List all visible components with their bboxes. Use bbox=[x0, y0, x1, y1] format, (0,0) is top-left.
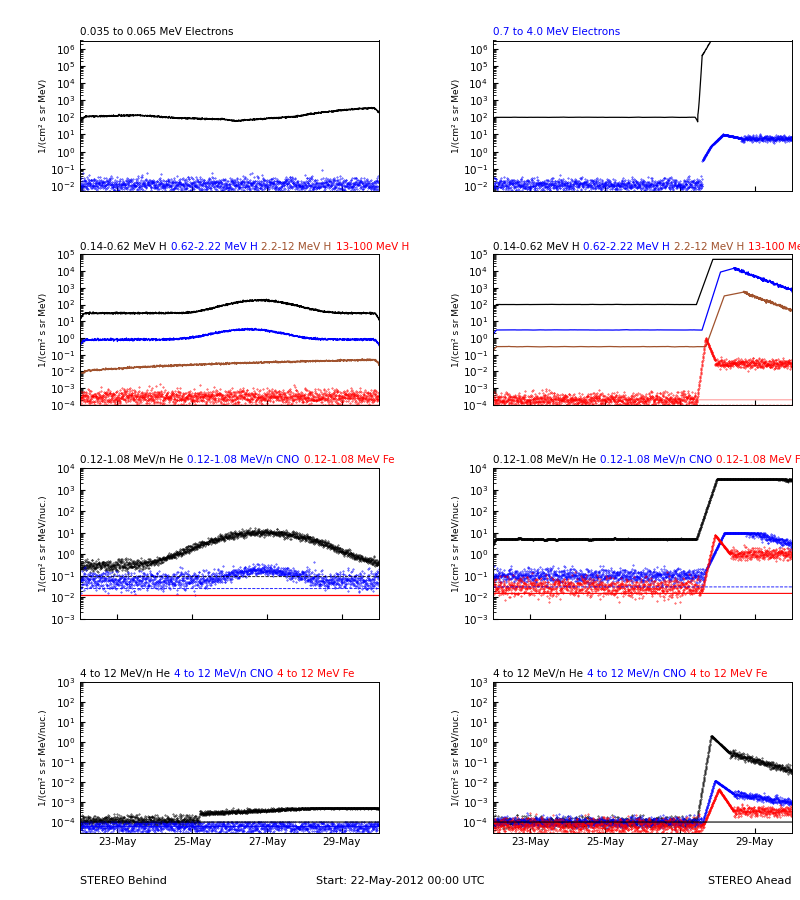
Y-axis label: 1/(cm² s sr MeV/nuc.): 1/(cm² s sr MeV/nuc.) bbox=[39, 495, 48, 591]
Text: STEREO Behind: STEREO Behind bbox=[80, 876, 167, 886]
Text: 13-100 MeV H: 13-100 MeV H bbox=[749, 241, 800, 252]
Text: 4 to 12 MeV/n He: 4 to 12 MeV/n He bbox=[493, 670, 583, 680]
Text: 0.7 to 4.0 MeV Electrons: 0.7 to 4.0 MeV Electrons bbox=[493, 27, 620, 37]
Text: 4 to 12 MeV Fe: 4 to 12 MeV Fe bbox=[690, 670, 767, 680]
Y-axis label: 1/(cm² s sr MeV): 1/(cm² s sr MeV) bbox=[39, 292, 48, 366]
Text: 0.035 to 0.065 MeV Electrons: 0.035 to 0.065 MeV Electrons bbox=[80, 27, 234, 37]
Y-axis label: 1/(cm² s sr MeV): 1/(cm² s sr MeV) bbox=[39, 78, 48, 153]
Text: 2.2-12 MeV H: 2.2-12 MeV H bbox=[674, 241, 745, 252]
Text: 2.2-12 MeV H: 2.2-12 MeV H bbox=[262, 241, 332, 252]
Text: 0.12-1.08 MeV/n He: 0.12-1.08 MeV/n He bbox=[80, 455, 183, 465]
Text: 0.62-2.22 MeV H: 0.62-2.22 MeV H bbox=[583, 241, 670, 252]
Y-axis label: 1/(cm² s sr MeV): 1/(cm² s sr MeV) bbox=[452, 292, 461, 366]
Y-axis label: 1/(cm² s sr MeV/nuc.): 1/(cm² s sr MeV/nuc.) bbox=[452, 709, 461, 806]
Text: 4 to 12 MeV/n CNO: 4 to 12 MeV/n CNO bbox=[174, 670, 274, 680]
Text: 4 to 12 MeV/n He: 4 to 12 MeV/n He bbox=[80, 670, 170, 680]
Text: 0.62-2.22 MeV H: 0.62-2.22 MeV H bbox=[170, 241, 258, 252]
Text: 13-100 MeV H: 13-100 MeV H bbox=[336, 241, 409, 252]
Text: 0.14-0.62 MeV H: 0.14-0.62 MeV H bbox=[493, 241, 579, 252]
Text: 0.14-0.62 MeV H: 0.14-0.62 MeV H bbox=[80, 241, 166, 252]
Y-axis label: 1/(cm² s sr MeV): 1/(cm² s sr MeV) bbox=[452, 78, 462, 153]
Text: 4 to 12 MeV/n CNO: 4 to 12 MeV/n CNO bbox=[587, 670, 686, 680]
Text: 0.12-1.08 MeV/n He: 0.12-1.08 MeV/n He bbox=[493, 455, 596, 465]
Text: 0.12-1.08 MeV Fe: 0.12-1.08 MeV Fe bbox=[716, 455, 800, 465]
Y-axis label: 1/(cm² s sr MeV/nuc.): 1/(cm² s sr MeV/nuc.) bbox=[39, 709, 48, 806]
Y-axis label: 1/(cm² s sr MeV/nuc.): 1/(cm² s sr MeV/nuc.) bbox=[452, 495, 461, 591]
Text: 0.12-1.08 MeV/n CNO: 0.12-1.08 MeV/n CNO bbox=[600, 455, 712, 465]
Text: 0.12-1.08 MeV/n CNO: 0.12-1.08 MeV/n CNO bbox=[187, 455, 299, 465]
Text: 4 to 12 MeV Fe: 4 to 12 MeV Fe bbox=[278, 670, 354, 680]
Text: 0.12-1.08 MeV Fe: 0.12-1.08 MeV Fe bbox=[303, 455, 394, 465]
Text: STEREO Ahead: STEREO Ahead bbox=[709, 876, 792, 886]
Text: Start: 22-May-2012 00:00 UTC: Start: 22-May-2012 00:00 UTC bbox=[316, 876, 484, 886]
